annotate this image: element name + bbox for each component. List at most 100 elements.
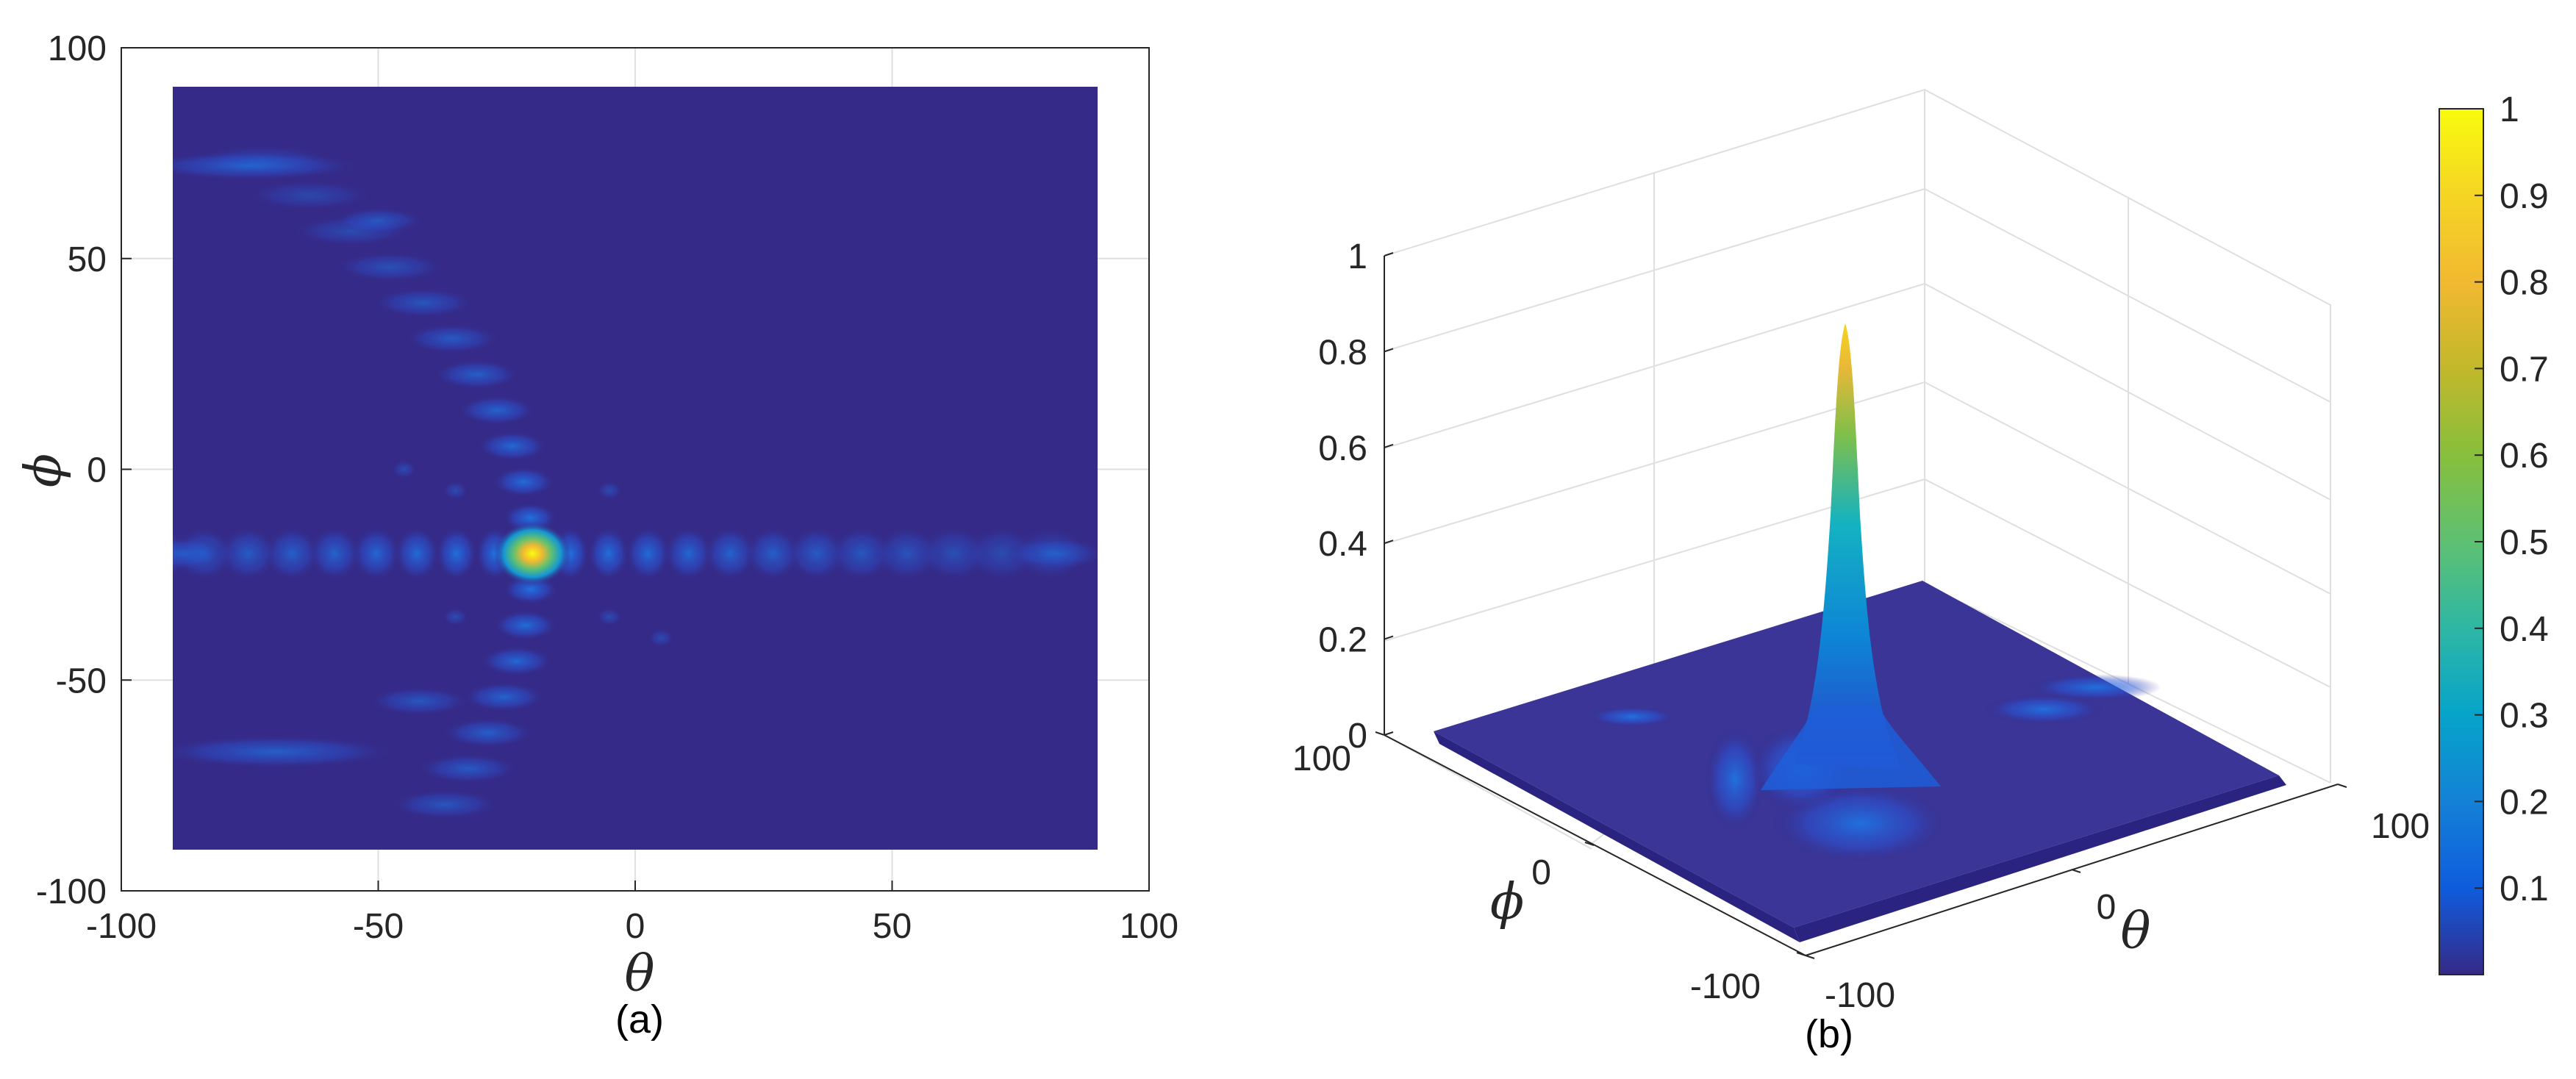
panel-a-data-area [173, 87, 1098, 850]
colorbar-tick-label: 0.8 [2500, 264, 2549, 303]
panel-b-zgrid-08 [1384, 187, 2331, 403]
colorbar-tick-label: 0.9 [2500, 177, 2549, 216]
panel-a-sidelobe [492, 467, 555, 498]
panel-b-ylabel: ϕ [1490, 873, 1524, 931]
panel-b-ridge-1 [1588, 706, 1676, 727]
panel-a-sidelobe [218, 526, 279, 581]
colorbar-tick-label: 0.3 [2500, 697, 2549, 736]
panel-b-zgrid-06 [1384, 282, 2331, 501]
panel-a-minor-lobe [442, 607, 468, 626]
colorbar: 1 0.9 0.8 0.7 0.6 0.5 0.4 0.3 0.2 0.1 [2439, 90, 2549, 975]
panel-a-ytick-label: 50 [68, 240, 107, 279]
panel-a-sidelobe [417, 753, 520, 784]
panel-a-ytick-label: 0 [87, 451, 107, 490]
panel-b-zgrid-04 [1384, 381, 2331, 595]
panel-b-phi-tick-label: -100 [1690, 967, 1761, 1006]
panel-a-sidelobe [829, 526, 893, 581]
panel-a-ticks: -100 -50 0 50 100 100 50 0 -50 -100 [36, 29, 1178, 946]
colorbar-tick-label: 0.7 [2500, 350, 2549, 389]
panel-a-sidelobe [308, 526, 362, 581]
panel-b-ztick-mark [1384, 348, 1394, 353]
panel-b-ridge-5 [2029, 674, 2161, 700]
panel-b-floor-grid-2 [1384, 734, 1592, 850]
panel-a-minor-lobe [442, 481, 468, 500]
panel-a-xtick-label: -50 [353, 907, 404, 946]
panel-a-arc-lobe [368, 686, 471, 716]
panel-a-lobes [173, 144, 1098, 820]
panel-a-sidelobe [435, 526, 478, 581]
panel-b-ztick-mark [1384, 540, 1394, 545]
panel-a-minor-lobe [390, 459, 417, 479]
panel-a-ylabel: ϕ [15, 454, 73, 487]
panel-b-phi-tick-mark [1796, 952, 1806, 956]
panel-b-theta-tick-mark [2071, 869, 2081, 873]
panel-a-sidelobe [334, 251, 446, 282]
panel-a-ytick-label: -100 [36, 872, 107, 911]
panel-a-sidelobe [371, 287, 476, 318]
colorbar-tick-label: 0.2 [2500, 783, 2549, 822]
panel-a-sidelobe [245, 180, 374, 211]
panel-b-theta-tick-mark [1805, 955, 1815, 959]
panel-b-ztick-label: 0.2 [1318, 621, 1367, 660]
panel-b-phi-tick-mark [1375, 731, 1385, 736]
panel-b-sidelobe-ridges [1588, 674, 2161, 864]
panel-a-arc-lobe [332, 207, 425, 234]
panel-b-surface-floor-front [1434, 731, 1800, 942]
panel-a-sidelobe [479, 645, 554, 677]
colorbar-tick-label: 0.5 [2500, 523, 2549, 562]
colorbar-tick-label: 0.1 [2500, 870, 2549, 908]
panel-b-theta-tick-mark [2337, 784, 2347, 788]
panel-b-phi-axis [1384, 734, 1806, 956]
colorbar-tick-label: 0.4 [2500, 610, 2549, 649]
panel-b-label: (b) [1805, 1012, 1853, 1056]
panel-a-minor-lobe [596, 607, 623, 626]
panel-a-sidelobe [625, 526, 671, 581]
panel-b-main-peak [1761, 323, 1941, 790]
panel-a-minor-lobe [596, 481, 623, 500]
panel-b-theta-tick-label: 100 [2371, 807, 2430, 846]
panel-a-arc-lobe [173, 537, 224, 571]
panel-a-minor-lobe [648, 628, 674, 648]
panel-b-ridge-4 [1985, 695, 2103, 724]
panel-a-arc-lobe [173, 151, 363, 181]
panel-b-surface-floor-right [1794, 775, 2286, 942]
panel-a-sidelobe [476, 431, 548, 462]
panel-b-theta-tick-label: 0 [2097, 888, 2117, 927]
panel-a-main-lobe [493, 522, 571, 586]
panel-b-ztick-mark [1384, 252, 1394, 257]
panel-b-ztick-label: 1 [1348, 237, 1367, 276]
panel-a-sidelobe [744, 526, 801, 581]
panel-a: -100 -50 0 50 100 100 50 0 -50 -100 θ ϕ (a) [15, 29, 1178, 1042]
panel-a-sidelobe [441, 717, 534, 748]
panel-a-xtick-label: -100 [86, 907, 157, 946]
panel-b-phi-tick-label: 100 [1292, 739, 1351, 778]
panel-a-sidelobe [351, 526, 401, 581]
panel-a-sidelobe [786, 526, 847, 581]
panel-a-xtick-label: 50 [873, 907, 912, 946]
panel-a-sidelobe [462, 681, 546, 712]
panel-a-sidelobe [263, 526, 321, 581]
panel-a-sidelobe [664, 526, 714, 581]
panel-a-xtick-label: 100 [1120, 907, 1178, 946]
panel-a-xtick-label: 0 [626, 907, 645, 946]
panel-b-right-wall [1924, 89, 2331, 783]
panel-b-peak-base [1761, 706, 1941, 790]
panel-a-arc-lobe [1005, 537, 1098, 571]
panel-a-ytick-label: -50 [56, 662, 107, 700]
panel-b-ztick-label: 0.6 [1318, 429, 1367, 468]
panel-a-ytick-label: 100 [48, 29, 107, 68]
panel-b-ztick-label: 0 [1348, 717, 1367, 756]
panel-a-arc-lobe [173, 734, 399, 769]
panel-a-sidelobe [704, 526, 757, 581]
panel-b-ztick-label: 0.4 [1318, 525, 1367, 564]
panel-a-xlabel: θ [625, 945, 655, 1003]
panel-b-ztick-mark [1384, 731, 1394, 736]
panel-b-ztick-mark [1384, 443, 1394, 448]
panel-b-ztick-mark [1384, 635, 1394, 640]
panel-b-ztick-label: 0.8 [1318, 333, 1367, 372]
colorbar-tick-label: 0.6 [2500, 437, 2549, 476]
panel-a-sidelobe [493, 610, 558, 641]
